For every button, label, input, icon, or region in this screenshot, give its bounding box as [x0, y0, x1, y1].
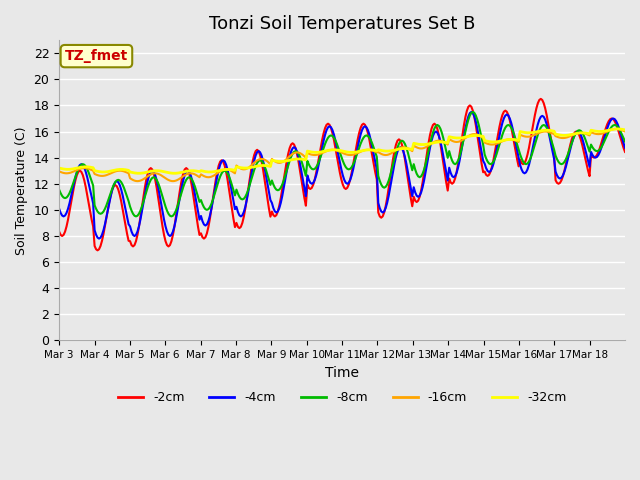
Y-axis label: Soil Temperature (C): Soil Temperature (C) — [15, 126, 28, 254]
Legend: -2cm, -4cm, -8cm, -16cm, -32cm: -2cm, -4cm, -8cm, -16cm, -32cm — [113, 386, 572, 409]
Text: TZ_fmet: TZ_fmet — [65, 49, 128, 63]
Title: Tonzi Soil Temperatures Set B: Tonzi Soil Temperatures Set B — [209, 15, 476, 33]
X-axis label: Time: Time — [325, 366, 359, 380]
